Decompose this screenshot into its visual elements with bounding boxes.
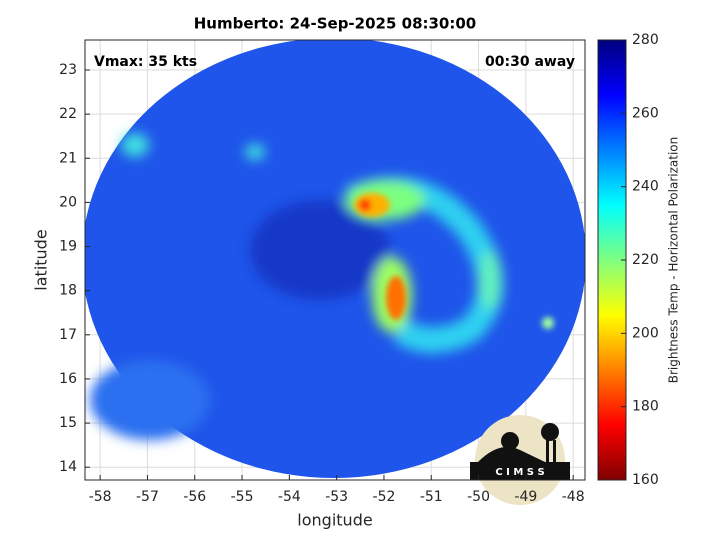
satellite-image	[85, 40, 585, 478]
axes-box	[84, 39, 586, 481]
y-tick-label: 22	[59, 106, 77, 122]
colorbar-label: Brightness Temp - Horizontal Polarizatio…	[667, 137, 681, 384]
x-axis-label: longitude	[297, 511, 372, 530]
y-tick-label: 18	[59, 283, 77, 299]
cimss-logo: C I M S S	[470, 415, 570, 505]
colorbar-tick-label: 160	[632, 472, 659, 488]
x-tick-label: -48	[562, 489, 585, 505]
colorbar-tick-label: 180	[632, 399, 659, 415]
colorbar-tick-label: 220	[632, 252, 659, 268]
y-tick-label: 14	[59, 459, 77, 475]
x-tick-label: -56	[183, 489, 206, 505]
annotation: Vmax: 35 kts	[94, 54, 197, 70]
colorbar-tick-label: 280	[632, 32, 659, 48]
y-axis-label: latitude	[32, 229, 51, 290]
y-tick-label: 17	[59, 327, 77, 343]
x-tick-label: -51	[420, 489, 443, 505]
annotation: 00:30 away	[485, 54, 575, 70]
x-tick-label: -57	[136, 489, 159, 505]
x-tick-label: -52	[373, 489, 396, 505]
logo-text: C I M S S	[495, 467, 544, 478]
y-tick-label: 21	[59, 150, 77, 166]
colorbar-tick-label: 240	[632, 179, 659, 195]
y-tick-label: 16	[59, 371, 77, 387]
y-tick-label: 23	[59, 62, 77, 78]
y-tick-label: 20	[59, 194, 77, 210]
chart-title: Humberto: 24-Sep-2025 08:30:00	[194, 15, 477, 33]
y-tick-label: 19	[59, 239, 77, 255]
x-tick-label: -54	[278, 489, 301, 505]
x-tick-label: -49	[514, 489, 537, 505]
x-tick-label: -55	[231, 489, 254, 505]
colorbar-tick-label: 200	[632, 325, 659, 341]
y-tick-label: 15	[59, 415, 77, 431]
colorbar-tick-label: 260	[632, 105, 659, 121]
x-tick-label: -53	[325, 489, 348, 505]
x-tick-label: -58	[89, 489, 112, 505]
x-tick-label: -50	[467, 489, 490, 505]
